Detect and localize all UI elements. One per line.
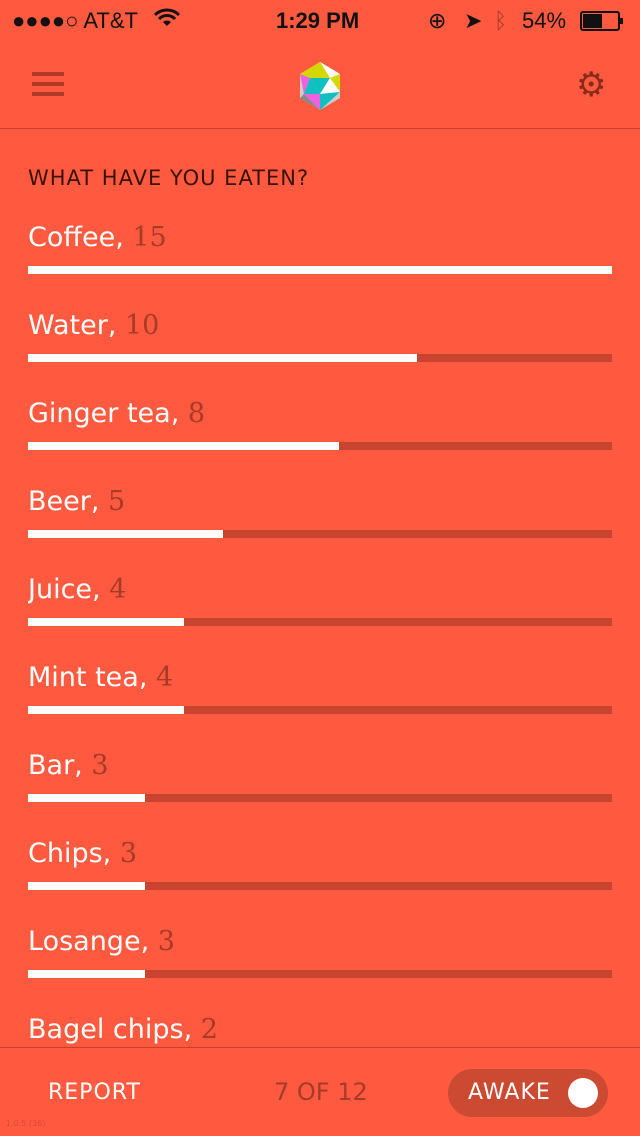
progress-fill [28,794,145,802]
progress-fill [28,530,223,538]
list-icon[interactable] [32,72,64,96]
list-item[interactable]: Beer, 5 [28,482,612,570]
list-item[interactable]: Ginger tea, 8 [28,394,612,482]
status-bar: ●●●●○ AT&T 1:29 PM ⊕ ➤ ᛒ 54% [0,0,640,40]
wifi-icon [153,8,181,34]
item-count: 4 [109,574,127,605]
item-label: Losange, 3 [28,926,175,957]
battery-percent: 54% [522,8,567,33]
progress-track [28,266,612,274]
progress-fill [28,442,340,450]
progress-track [28,970,612,978]
progress-fill [28,354,418,362]
item-label: Coffee, 15 [28,222,167,253]
item-count: 3 [119,838,138,869]
item-label: Bar, 3 [28,750,109,781]
item-name: Juice [28,574,93,605]
progress-fill [28,706,184,714]
item-name: Chips [28,838,103,869]
progress-fill [28,618,184,626]
list-item[interactable]: Juice, 4 [28,570,612,658]
item-label: Ginger tea, 8 [28,398,206,429]
item-label: Mint tea, 4 [28,662,174,693]
progress-fill [28,266,612,274]
item-label: Chips, 3 [28,838,138,869]
progress-track [28,354,612,362]
item-name: Coffee [28,222,116,253]
progress-track [28,530,612,538]
progress-track [28,882,612,890]
item-name: Beer [28,486,91,517]
report-button[interactable]: REPORT [48,1080,141,1105]
list-item[interactable]: Coffee, 15 [28,218,612,306]
gear-icon[interactable]: ⚙ [576,65,607,105]
item-count: 8 [187,398,206,429]
page-indicator: 7 OF 12 [274,1078,368,1106]
version-label: 1.0.5 (36) [6,1119,46,1128]
footer: REPORT 7 OF 12 AWAKE [0,1047,640,1136]
list-item[interactable]: Mint tea, 4 [28,658,612,746]
item-name: Bagel chips [28,1014,184,1045]
clock: 1:29 PM [276,8,360,33]
bluetooth-icon: ᛒ [494,8,508,33]
toggle-knob [568,1078,598,1108]
item-name: Mint tea [28,662,139,693]
item-count: 15 [132,222,167,253]
carrier: ●●●●○ AT&T [12,8,138,33]
item-label: Beer, 5 [28,486,126,517]
item-name: Ginger tea [28,398,171,429]
list-item[interactable]: Losange, 3 [28,922,612,1010]
app-logo [296,60,344,116]
nav-bar: ⚙ [0,40,640,129]
food-list[interactable]: Coffee, 15 Water, 10 Ginger tea, 8 Beer,… [28,218,612,1046]
item-count: 3 [157,926,175,957]
progress-track [28,794,612,802]
awake-toggle[interactable]: AWAKE [448,1069,608,1117]
item-label: Water, 10 [28,310,160,341]
rotation-lock-icon: ⊕ [428,8,447,33]
progress-track [28,618,612,626]
item-count: 4 [156,662,174,693]
list-item[interactable]: Bar, 3 [28,746,612,834]
item-name: Bar [28,750,75,781]
location-icon: ➤ [464,8,483,33]
item-label: Bagel chips, 2 [28,1014,218,1045]
item-name: Water [28,310,108,341]
awake-label: AWAKE [468,1080,551,1105]
item-count: 10 [125,310,160,341]
list-item[interactable]: Chips, 3 [28,834,612,922]
item-count: 2 [200,1014,218,1045]
item-name: Losange [28,926,141,957]
progress-track [28,442,612,450]
item-count: 5 [108,486,126,517]
page-title: WHAT HAVE YOU EATEN? [28,166,310,190]
list-item[interactable]: Bagel chips, 2 [28,1010,612,1046]
progress-track [28,706,612,714]
progress-fill [28,882,145,890]
list-item[interactable]: Water, 10 [28,306,612,394]
battery-icon [580,11,624,37]
progress-fill [28,970,145,978]
item-count: 3 [91,750,109,781]
item-label: Juice, 4 [28,574,127,605]
